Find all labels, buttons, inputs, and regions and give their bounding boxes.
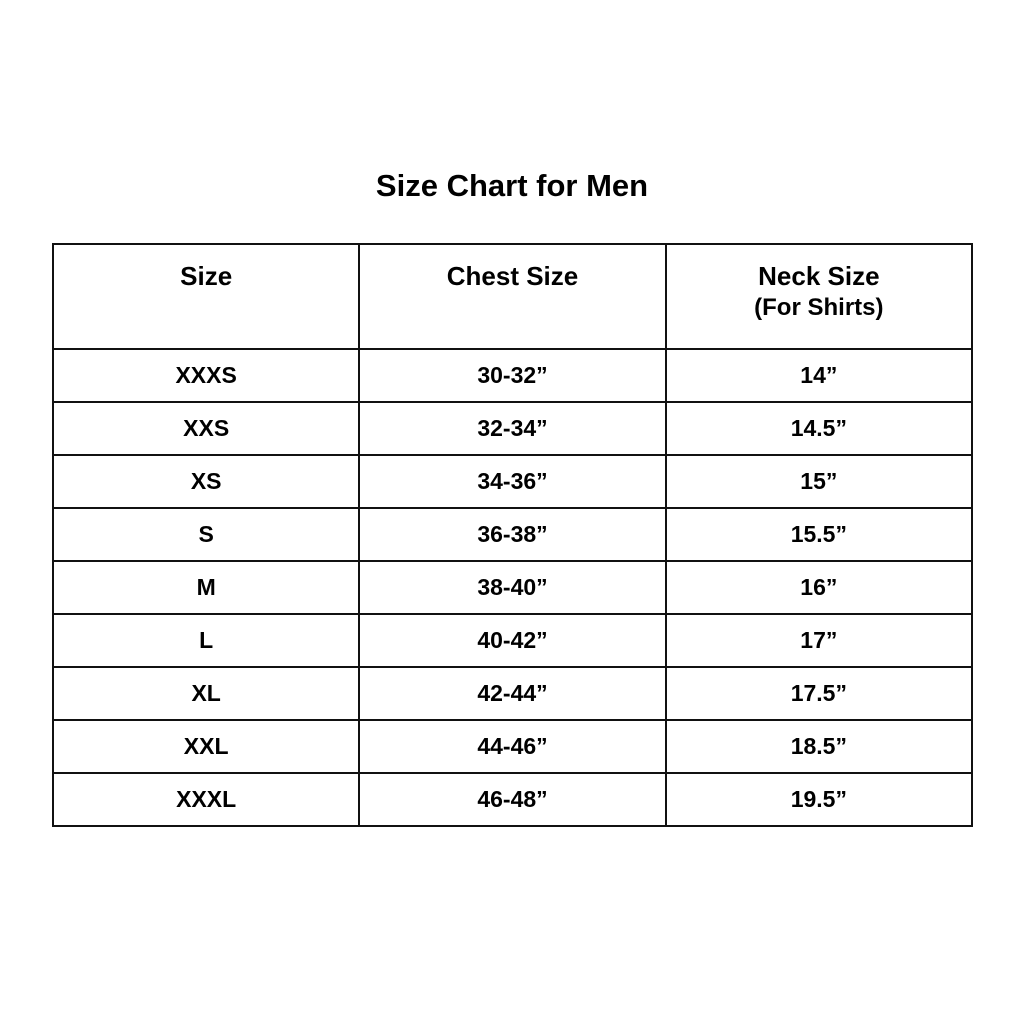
table-row: XXXS 30-32” 14” bbox=[51, 348, 974, 403]
chest-size-cell: 30-32” bbox=[358, 348, 667, 403]
neck-size-cell: 15” bbox=[664, 454, 974, 509]
table-row: XXXL 46-48” 19.5” bbox=[51, 772, 974, 827]
size-cell: XS bbox=[51, 454, 361, 509]
table-row: M 38-40” 16” bbox=[51, 560, 974, 615]
neck-size-cell: 19.5” bbox=[664, 772, 974, 827]
neck-size-cell: 15.5” bbox=[664, 507, 974, 562]
chest-size-cell: 40-42” bbox=[358, 613, 667, 668]
chest-size-cell: 38-40” bbox=[358, 560, 667, 615]
chest-size-cell: 42-44” bbox=[358, 666, 667, 721]
neck-size-cell: 14.5” bbox=[664, 401, 974, 456]
size-cell: S bbox=[51, 507, 361, 562]
size-cell: XXS bbox=[51, 401, 361, 456]
size-cell: XXXS bbox=[51, 348, 361, 403]
header-chest-size: Chest Size bbox=[358, 243, 667, 350]
header-row: Size Chest Size Neck Size (For Shirts) bbox=[51, 243, 974, 350]
header-sublabel: (For Shirts) bbox=[754, 294, 884, 321]
table-row: XL 42-44” 17.5” bbox=[51, 666, 974, 721]
header-size: Size bbox=[51, 243, 361, 350]
header-neck-size: Neck Size (For Shirts) bbox=[664, 243, 974, 350]
size-cell: L bbox=[51, 613, 361, 668]
size-chart-table: Size Chest Size Neck Size (For Shirts) XX… bbox=[51, 243, 974, 827]
size-cell: XXL bbox=[51, 719, 361, 774]
table-row: XS 34-36” 15” bbox=[51, 454, 974, 509]
table-row: XXL 44-46” 18.5” bbox=[51, 719, 974, 774]
chest-size-cell: 44-46” bbox=[358, 719, 667, 774]
table-row: S 36-38” 15.5” bbox=[51, 507, 974, 562]
header-label: Neck Size bbox=[758, 261, 880, 291]
neck-size-cell: 16” bbox=[664, 560, 974, 615]
neck-size-cell: 14” bbox=[664, 348, 974, 403]
chest-size-cell: 36-38” bbox=[358, 507, 667, 562]
neck-size-cell: 17.5” bbox=[664, 666, 974, 721]
table-row: XXS 32-34” 14.5” bbox=[51, 401, 974, 456]
chest-size-cell: 32-34” bbox=[358, 401, 667, 456]
table-row: L 40-42” 17” bbox=[51, 613, 974, 668]
size-cell: XL bbox=[51, 666, 361, 721]
chest-size-cell: 34-36” bbox=[358, 454, 667, 509]
size-cell: XXXL bbox=[51, 772, 361, 827]
header-label: Chest Size bbox=[446, 261, 579, 291]
header-label: Size bbox=[180, 261, 233, 291]
neck-size-cell: 17” bbox=[664, 613, 974, 668]
neck-size-cell: 18.5” bbox=[664, 719, 974, 774]
size-cell: M bbox=[51, 560, 361, 615]
page-title: Size Chart for Men bbox=[375, 168, 649, 203]
chest-size-cell: 46-48” bbox=[358, 772, 667, 827]
